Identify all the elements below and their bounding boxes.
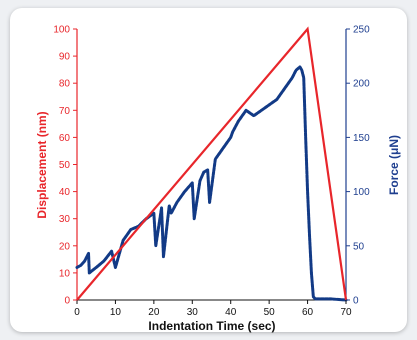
force-series-line <box>75 65 348 302</box>
y-left-tick-label: 40 <box>59 187 71 198</box>
x-tick-label: 30 <box>187 307 199 318</box>
y-right-tick-label: 0 <box>353 296 359 307</box>
x-tick-label: 50 <box>264 307 276 318</box>
y-left-tick-label: 30 <box>59 214 71 225</box>
y-left-tick-label: 10 <box>59 268 71 279</box>
y-left-tick-label: 70 <box>59 106 71 117</box>
y-axis-left-title: Displacement (nm) <box>35 111 49 218</box>
y-left-tick-label: 20 <box>59 241 71 252</box>
x-tick-label: 70 <box>340 307 352 318</box>
y-left-tick-label: 0 <box>64 296 70 307</box>
x-tick-label: 10 <box>110 307 122 318</box>
x-axis-title: Indentation Time (sec) <box>148 319 275 333</box>
y-left-tick-label: 90 <box>59 52 71 63</box>
y-left-tick-label: 80 <box>59 79 71 90</box>
y-left-tick-label: 50 <box>59 160 71 171</box>
y-left-tick-label: 60 <box>59 133 71 144</box>
y-axis-right-title: Force (μN) <box>387 135 401 195</box>
y-right-tick-label: 250 <box>353 25 370 36</box>
x-tick-label: 20 <box>148 307 160 318</box>
y-right-tick-label: 200 <box>353 79 370 90</box>
y-right-tick-label: 50 <box>353 241 365 252</box>
y-left-tick-label: 100 <box>53 25 70 36</box>
displacement-series-line <box>76 26 348 301</box>
x-tick-label: 0 <box>74 307 80 318</box>
x-tick-label: 40 <box>225 307 237 318</box>
y-right-tick-label: 150 <box>353 133 370 144</box>
y-right-tick-label: 100 <box>353 187 370 198</box>
x-tick-label: 60 <box>302 307 314 318</box>
